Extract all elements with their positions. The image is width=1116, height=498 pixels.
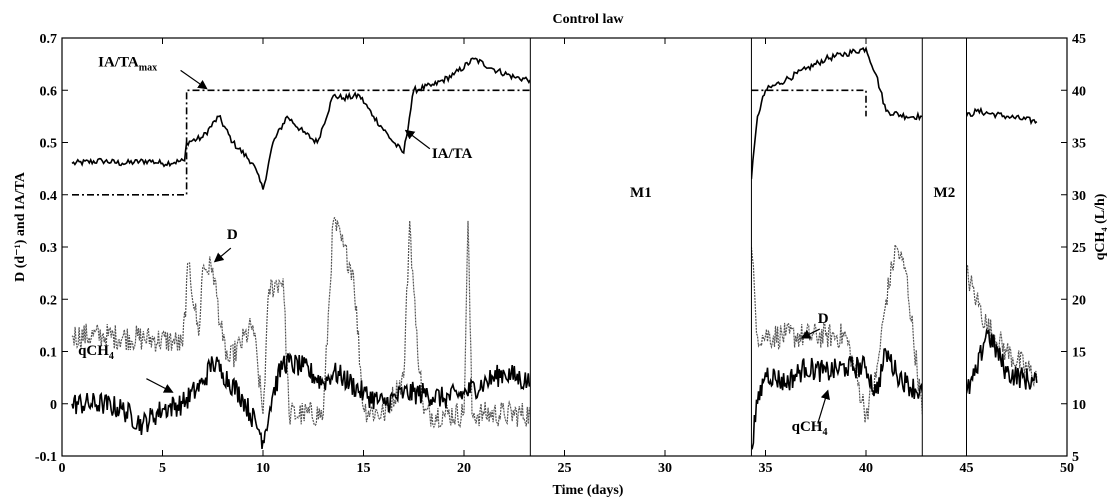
axes — [61, 37, 1068, 457]
x-tick-label: 35 — [759, 461, 773, 476]
y-left-tick-label: -0.1 — [35, 450, 57, 465]
annotation-label: qCH4 — [792, 419, 828, 438]
y-left-tick-label: 0.1 — [40, 346, 58, 361]
series-line-qch4 — [71, 327, 1038, 450]
y-right-tick-label: 5 — [1072, 450, 1079, 465]
y-right-tick-label: 25 — [1072, 241, 1086, 256]
x-tick-label: 20 — [457, 461, 471, 476]
annotation-arrow — [404, 129, 431, 150]
annotation-arrow — [817, 389, 830, 424]
missing-period-m1 — [529, 37, 752, 457]
annotation-arrow — [800, 328, 821, 339]
x-tick-label: 10 — [256, 461, 270, 476]
y-left-tick-label: 0.4 — [40, 189, 58, 204]
annotation-arrow — [213, 247, 232, 263]
x-tick-label: 45 — [960, 461, 974, 476]
y-left-tick-label: 0.7 — [40, 32, 58, 47]
series-line-d — [71, 216, 1038, 429]
x-axis-label: Time (days) — [553, 483, 624, 498]
y-right-tick-label: 20 — [1072, 293, 1086, 308]
y-left-tick-label: 0 — [50, 398, 57, 413]
y-right-tick-label: 15 — [1072, 346, 1086, 361]
tick-labels: 0 5 10 15 20 25 30 35 40 45 50-0.100.10.20.30.40.5… — [35, 32, 1086, 476]
y-left-tick-label: 0.3 — [40, 241, 58, 256]
x-tick-label: 0 — [59, 461, 66, 476]
annotation-label: IA/TA — [432, 146, 473, 162]
y-right-tick-label: 35 — [1072, 137, 1086, 152]
series-line-ia-ta — [71, 46, 1038, 190]
missing-period-label-m2: M2 — [934, 185, 956, 201]
x-tick-label: 50 — [1060, 461, 1074, 476]
y-left-tick-label: 0.5 — [40, 137, 58, 152]
annotation-label: qCH4 — [78, 343, 114, 362]
series-layer — [71, 46, 1038, 450]
annotation-arrow — [146, 378, 174, 393]
x-tick-label: 25 — [558, 461, 572, 476]
x-tick-label: 15 — [357, 461, 371, 476]
y-axis-left-label: D (d⁻¹) and IA/TA — [13, 171, 28, 282]
x-tick-label: 40 — [859, 461, 873, 476]
annotation-label: D — [227, 227, 238, 243]
missing-period-label-m1: M1 — [630, 185, 652, 201]
x-tick-label: 5 — [159, 461, 166, 476]
y-left-tick-label: 0.2 — [40, 293, 58, 308]
x-tick-label: 30 — [658, 461, 672, 476]
missing-period-m2 — [921, 37, 968, 457]
chart-title: Control law — [553, 12, 625, 27]
annotation-arrow — [180, 69, 208, 90]
y-right-tick-label: 45 — [1072, 32, 1086, 47]
y-right-tick-label: 10 — [1072, 398, 1086, 413]
y-axis-right-label: qCH₄ (L/h) — [1093, 193, 1108, 260]
y-left-tick-label: 0.6 — [40, 84, 58, 99]
y-right-tick-label: 30 — [1072, 189, 1086, 204]
annotation-label: D — [818, 311, 829, 327]
y-right-tick-label: 40 — [1072, 84, 1086, 99]
